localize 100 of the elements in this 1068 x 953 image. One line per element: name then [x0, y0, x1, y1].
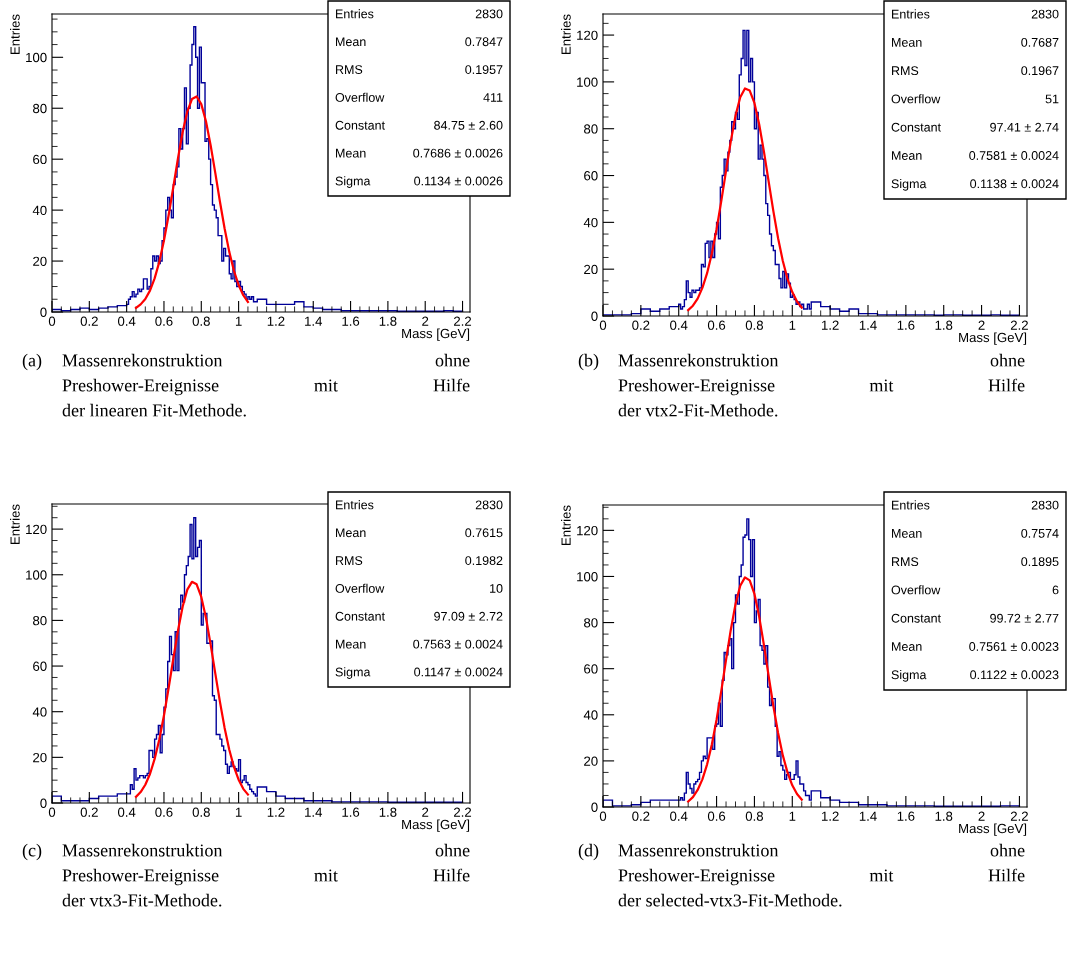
- y-tick-label: 20: [33, 256, 47, 266]
- x-tick-label: 1.4: [859, 811, 877, 821]
- text: Overflow 51: [891, 94, 1059, 104]
- y-tick-label: 40: [32, 205, 47, 216]
- x-axis-title: Mass [GeV]: [402, 328, 470, 341]
- text: Constant 99.72 ± 2.77: [891, 613, 1059, 623]
- x-tick-label: 1.8: [935, 320, 953, 330]
- x-tick-label: 1: [789, 811, 796, 821]
- chart-title: (d) Massenrekonstruktion ohne Preshower-Ereignisse mit Hilfe der selected-vtx3-Fit-Methode.: [578, 843, 1025, 907]
- x-tick-label: 0: [48, 316, 56, 326]
- y-tick-label: 20: [584, 264, 598, 275]
- y-tick-label: 100: [577, 572, 598, 582]
- y-axis-title: Entries: [561, 505, 571, 545]
- text: Sigma 0.1138 ± 0.0024: [891, 179, 1059, 191]
- text: Entries 2830: [336, 9, 503, 19]
- x-tick-label: 0.4: [117, 807, 136, 817]
- chart-title: (a) Massenrekonstruktion ohne Preshower-Ereignisse mit Hilfe der linearen Fit-Methode.: [22, 353, 470, 417]
- y-axis-title: Entries: [10, 504, 20, 544]
- text: Sigma 0.1147 ± 0.0024: [335, 667, 503, 679]
- text: Entries 2830: [892, 9, 1059, 19]
- text: Constant 97.41 ± 2.74: [891, 122, 1059, 132]
- text: Mean 0.7581 ± 0.0024: [892, 151, 1059, 160]
- text: Overflow 10: [335, 583, 503, 593]
- text: Sigma 0.1122 ± 0.0023: [891, 670, 1059, 682]
- y-tick-label: 100: [577, 77, 598, 87]
- x-tick-label: 0.4: [670, 320, 688, 330]
- x-tick-label: 0.8: [745, 320, 764, 330]
- y-tick-label: 60: [33, 661, 47, 671]
- text: Mean 0.7561 ± 0.0023: [892, 642, 1059, 651]
- x-tick-label: 1: [235, 807, 242, 817]
- text: Constant 84.75 ± 2.60: [335, 120, 503, 130]
- y-tick-label: 40: [583, 217, 598, 228]
- x-tick-label: 2: [422, 807, 429, 817]
- x-tick-label: 1.2: [821, 811, 839, 821]
- y-tick-label: 100: [26, 52, 47, 63]
- text: Mean 0.7615: [336, 528, 503, 538]
- y-tick-label: 80: [33, 103, 47, 114]
- x-tick-label: 0.6: [155, 316, 173, 326]
- x-tick-label: 2.2: [1010, 811, 1028, 821]
- x-axis-title: Mass [GeV]: [959, 823, 1027, 836]
- x-tick-label: 0: [48, 807, 56, 817]
- x-tick-label: 2: [978, 320, 985, 330]
- x-tick-label: 1.8: [379, 807, 397, 817]
- x-tick-label: 2.2: [454, 316, 472, 326]
- x-tick-label: 2: [978, 811, 985, 821]
- text: Mean 0.7574: [892, 528, 1059, 538]
- x-tick-label: 1.4: [859, 320, 877, 330]
- y-tick-label: 80: [33, 615, 47, 626]
- x-tick-label: 1: [235, 316, 242, 326]
- text: Mean 0.7686 ± 0.0026: [336, 148, 503, 158]
- y-tick-label: 60: [584, 171, 598, 181]
- text: Mean 0.7687: [892, 37, 1059, 47]
- x-tick-label: 1.6: [342, 316, 360, 326]
- x-tick-label: 2.2: [1010, 320, 1028, 330]
- y-tick-label: 0: [40, 798, 47, 808]
- x-tick-label: 0.2: [632, 320, 650, 330]
- text: Mean 0.7847: [336, 37, 503, 47]
- x-axis-title: Mass [GeV]: [402, 819, 470, 832]
- x-tick-label: 0: [599, 811, 607, 821]
- text: Overflow 6: [891, 585, 1059, 595]
- x-tick-label: 0.4: [670, 811, 688, 821]
- y-tick-label: 40: [583, 710, 598, 720]
- x-tick-label: 0.6: [707, 320, 726, 330]
- text: Overflow 411: [335, 92, 503, 102]
- x-tick-label: 0.2: [80, 807, 98, 817]
- y-tick-label: 80: [584, 618, 598, 628]
- x-tick-label: 1.2: [821, 320, 839, 330]
- x-tick-label: 0.8: [192, 807, 210, 817]
- y-tick-label: 120: [26, 524, 47, 535]
- x-tick-label: 1.4: [305, 316, 323, 326]
- x-tick-label: 2: [422, 316, 429, 326]
- line-series: [134, 580, 250, 798]
- y-tick-label: 120: [577, 30, 598, 40]
- text: Mean 0.7563 ± 0.0024: [336, 639, 503, 649]
- x-tick-label: 0.6: [155, 807, 173, 817]
- x-tick-label: 1.6: [897, 811, 915, 821]
- text: Sigma 0.1134 ± 0.0026: [335, 176, 503, 188]
- y-tick-label: 120: [577, 525, 598, 536]
- x-tick-label: 0.8: [192, 316, 210, 326]
- y-tick-label: 0: [40, 307, 47, 317]
- y-tick-label: 100: [26, 570, 47, 580]
- text: RMS 0.1957: [336, 65, 503, 74]
- text: RMS 0.1895: [892, 557, 1059, 567]
- y-tick-label: 40: [32, 707, 47, 717]
- chart-title: (c) Massenrekonstruktion ohne Preshower-Ereignisse mit Hilfe der vtx3-Fit-Methode.: [22, 843, 470, 907]
- x-tick-label: 1.8: [379, 316, 397, 326]
- x-tick-label: 0.6: [707, 811, 726, 821]
- y-tick-label: 60: [33, 154, 47, 165]
- y-tick-label: 80: [584, 124, 598, 134]
- y-axis-title: Entries: [561, 14, 571, 54]
- line-series: [687, 576, 803, 803]
- x-tick-label: 1.6: [342, 807, 360, 817]
- x-tick-label: 1.6: [897, 320, 915, 330]
- x-axis-title: Mass [GeV]: [959, 332, 1027, 345]
- x-tick-label: 1.2: [267, 807, 285, 817]
- text: Constant 97.09 ± 2.72: [335, 611, 503, 621]
- text: RMS 0.1967: [892, 66, 1059, 76]
- x-tick-label: 1.4: [305, 807, 323, 817]
- line-series: [134, 95, 250, 310]
- x-tick-label: 1: [789, 320, 796, 330]
